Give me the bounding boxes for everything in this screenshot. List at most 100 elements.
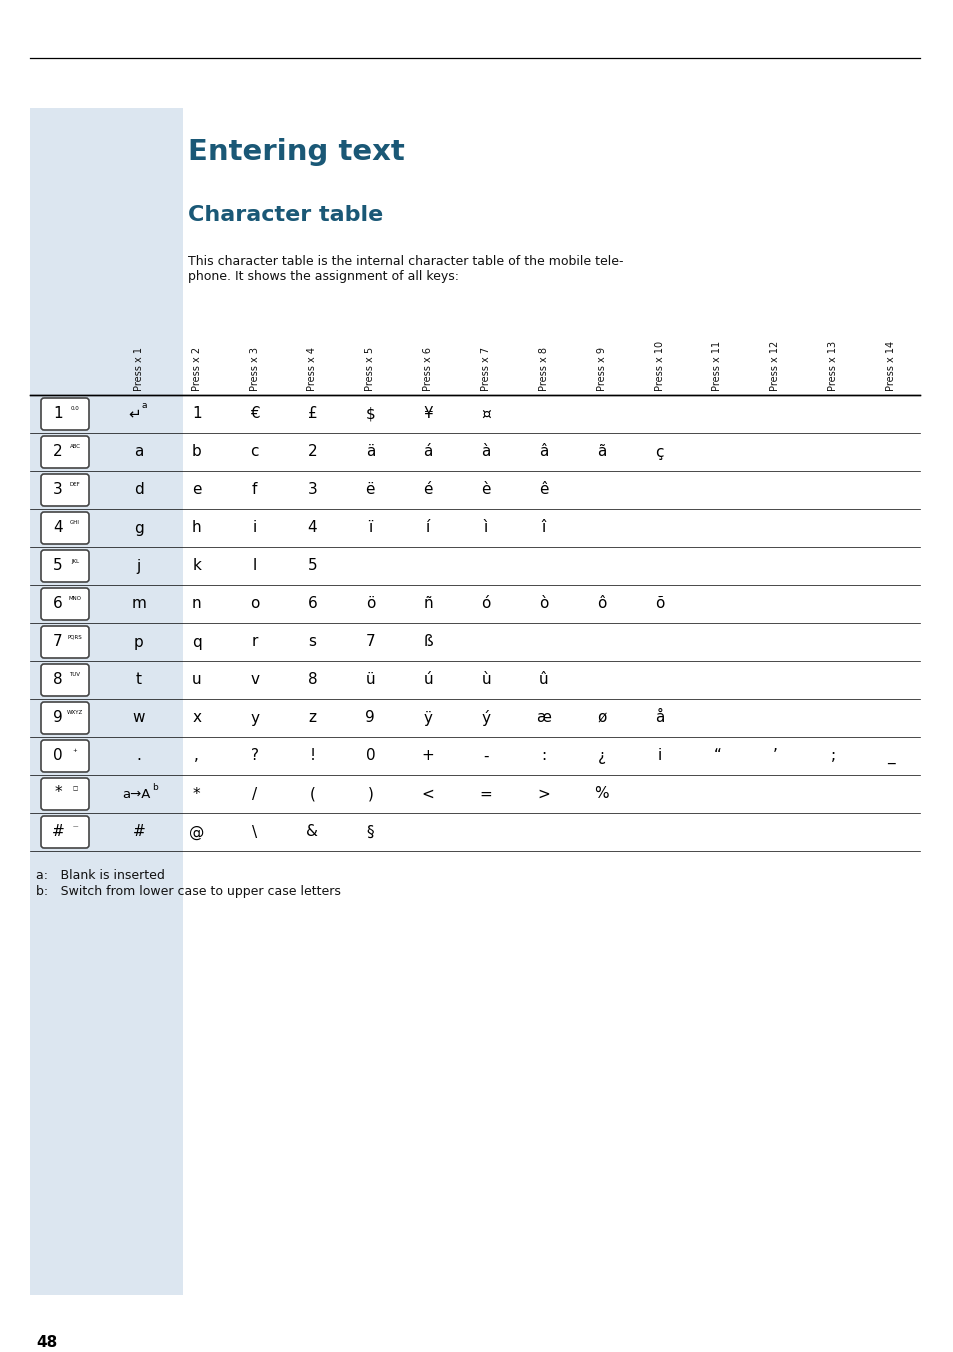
Text: ;: ; <box>830 749 835 764</box>
Text: d: d <box>134 483 144 498</box>
Text: û: û <box>538 672 548 688</box>
Text: é: é <box>423 483 433 498</box>
Text: ABC: ABC <box>70 445 80 449</box>
Text: Entering text: Entering text <box>188 138 404 166</box>
FancyBboxPatch shape <box>41 550 89 581</box>
Text: u: u <box>192 672 201 688</box>
Text: %: % <box>594 787 608 802</box>
Text: ): ) <box>367 787 373 802</box>
Text: 8: 8 <box>53 672 63 687</box>
Text: 0: 0 <box>365 749 375 764</box>
Text: k: k <box>193 558 201 573</box>
Text: j: j <box>136 558 141 573</box>
Text: $: $ <box>365 407 375 422</box>
Text: æ: æ <box>536 711 551 726</box>
Text: 1: 1 <box>53 406 63 420</box>
Text: ï: ï <box>368 521 372 535</box>
Text: ↵: ↵ <box>129 407 141 422</box>
Text: r: r <box>252 634 257 649</box>
Text: 6: 6 <box>307 596 317 611</box>
Text: 1: 1 <box>192 407 201 422</box>
Text: z: z <box>308 711 316 726</box>
Text: h: h <box>192 521 201 535</box>
Text: DEF: DEF <box>70 483 80 488</box>
Text: Character table: Character table <box>188 206 383 224</box>
Text: ¤: ¤ <box>480 407 491 422</box>
Text: a: a <box>134 445 144 460</box>
FancyBboxPatch shape <box>41 588 89 621</box>
Text: Press x 4: Press x 4 <box>307 347 317 391</box>
Text: m: m <box>132 596 146 611</box>
Text: 7: 7 <box>53 634 63 649</box>
Text: >: > <box>537 787 550 802</box>
Text: :: : <box>540 749 546 764</box>
Text: l: l <box>253 558 256 573</box>
Text: 0: 0 <box>53 748 63 763</box>
Bar <box>30 108 183 940</box>
Text: a: a <box>141 402 147 411</box>
Text: t: t <box>135 672 142 688</box>
Text: õ: õ <box>655 596 663 611</box>
Text: MNO: MNO <box>69 596 81 602</box>
Bar <box>30 940 183 1295</box>
FancyBboxPatch shape <box>41 512 89 544</box>
Text: 48: 48 <box>36 1334 57 1351</box>
Text: f: f <box>252 483 257 498</box>
Text: b: Switch from lower case to upper case letters: b: Switch from lower case to upper case … <box>36 886 340 898</box>
FancyBboxPatch shape <box>41 817 89 848</box>
Text: 2: 2 <box>53 443 63 458</box>
Text: a→A: a→A <box>123 787 151 800</box>
Text: ë: ë <box>365 483 375 498</box>
Text: ê: ê <box>538 483 548 498</box>
Text: ò: ò <box>538 596 548 611</box>
Text: Press x 6: Press x 6 <box>423 347 433 391</box>
Text: Press x 12: Press x 12 <box>770 341 780 391</box>
Text: x: x <box>193 711 201 726</box>
Text: ß: ß <box>423 634 433 649</box>
Text: —: — <box>72 825 77 830</box>
Text: _: _ <box>886 749 894 764</box>
FancyBboxPatch shape <box>41 397 89 430</box>
Text: □: □ <box>72 787 77 791</box>
Text: €: € <box>250 407 259 422</box>
Text: +: + <box>72 749 77 753</box>
Text: g: g <box>134 521 144 535</box>
Text: &: & <box>306 825 318 840</box>
Text: ä: ä <box>365 445 375 460</box>
Text: This character table is the internal character table of the mobile tele-: This character table is the internal cha… <box>188 256 623 268</box>
Text: Press x 3: Press x 3 <box>250 347 259 391</box>
Text: 0.0: 0.0 <box>71 407 79 411</box>
Text: +: + <box>421 749 435 764</box>
Text: .: . <box>136 749 141 764</box>
Text: o: o <box>250 596 259 611</box>
Text: §: § <box>366 825 374 840</box>
Text: 6: 6 <box>53 595 63 611</box>
Text: Press x 2: Press x 2 <box>192 347 202 391</box>
Text: Press x 8: Press x 8 <box>538 347 548 391</box>
Text: s: s <box>308 634 316 649</box>
Text: Press x 9: Press x 9 <box>597 347 606 391</box>
Text: ?: ? <box>251 749 258 764</box>
Text: 4: 4 <box>308 521 317 535</box>
Text: ø: ø <box>597 711 606 726</box>
FancyBboxPatch shape <box>41 664 89 696</box>
Text: 2: 2 <box>308 445 317 460</box>
Text: Press x 14: Press x 14 <box>885 341 895 391</box>
Text: 9: 9 <box>53 710 63 725</box>
Text: \: \ <box>252 825 257 840</box>
Text: ü: ü <box>365 672 375 688</box>
Text: e: e <box>192 483 201 498</box>
FancyBboxPatch shape <box>41 702 89 734</box>
Text: -: - <box>483 749 488 764</box>
Text: (: ( <box>309 787 315 802</box>
Text: TUV: TUV <box>70 672 80 677</box>
Text: ô: ô <box>597 596 606 611</box>
Text: 7: 7 <box>365 634 375 649</box>
Text: JKL: JKL <box>71 558 79 564</box>
Text: ì: ì <box>483 521 488 535</box>
Text: ö: ö <box>365 596 375 611</box>
Text: Press x 11: Press x 11 <box>712 341 721 391</box>
Text: Press x 5: Press x 5 <box>365 347 375 391</box>
Text: Press x 7: Press x 7 <box>480 347 491 391</box>
Text: w: w <box>132 711 145 726</box>
